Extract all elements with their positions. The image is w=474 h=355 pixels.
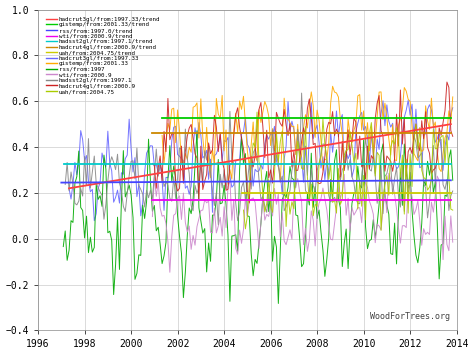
Legend: hadcrut3gl/from:1997.33/trend, gistemp/from:2001.33/trend, rss/from:1997.0/trend: hadcrut3gl/from:1997.33/trend, gistemp/f… [45,16,161,95]
Text: WoodForTrees.org: WoodForTrees.org [370,312,450,321]
